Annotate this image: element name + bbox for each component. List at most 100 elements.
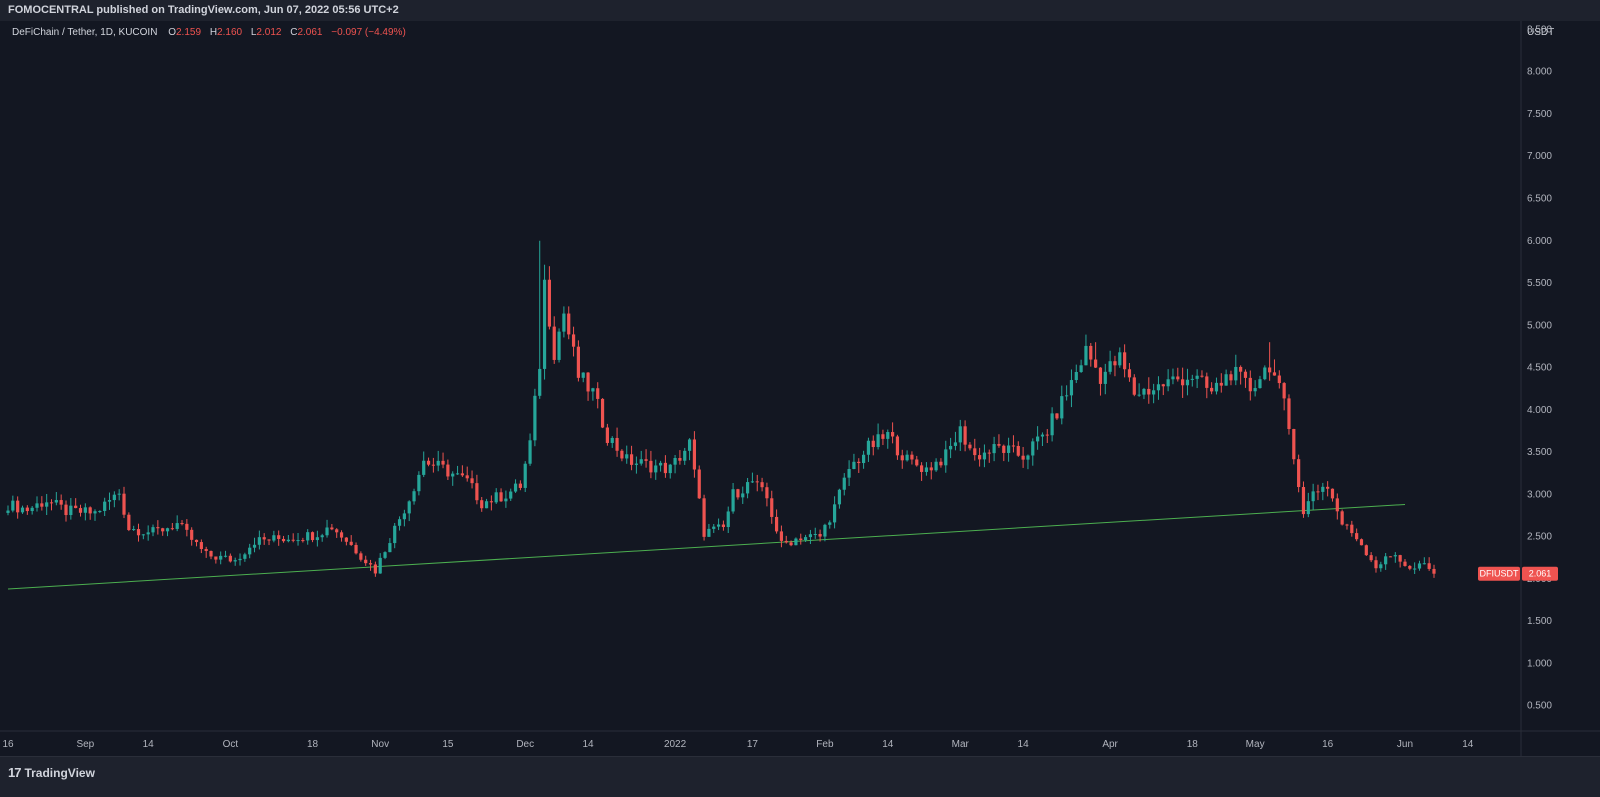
candle-body	[1374, 560, 1378, 569]
tradingview-logo[interactable]: 17 TradingView	[8, 765, 95, 780]
candle-body	[542, 279, 547, 369]
candle-down	[1282, 382, 1286, 411]
candle-body	[513, 483, 518, 492]
candle-body	[204, 549, 208, 552]
candle-body	[1171, 376, 1175, 380]
candle-body	[837, 489, 842, 505]
candle-body	[610, 437, 614, 443]
candle-up	[852, 453, 856, 470]
time-tick-label: 14	[1462, 739, 1474, 750]
candle-down	[765, 482, 769, 507]
candle-up	[828, 520, 832, 529]
candle-down	[1374, 556, 1378, 573]
candle-body	[359, 553, 363, 560]
candle-body	[1166, 379, 1170, 387]
candle-up	[494, 488, 498, 504]
publish-info: FOMOCENTRAL published on TradingView.com…	[8, 4, 399, 16]
candle-down	[368, 559, 373, 571]
candle-body	[209, 551, 213, 557]
candle-down	[1272, 359, 1277, 376]
chart-background	[0, 21, 1600, 756]
candle-down	[1355, 528, 1359, 542]
candle-up	[1103, 363, 1107, 395]
candle-up	[924, 462, 929, 476]
candle-down	[571, 326, 576, 357]
candle-down	[576, 340, 580, 382]
candle-down	[1243, 369, 1248, 388]
legend-close-value: 2.061	[297, 27, 322, 38]
candle-body	[1103, 371, 1107, 384]
candle-body	[315, 537, 319, 541]
candle-body	[1036, 436, 1040, 442]
candle-up	[837, 488, 842, 509]
candle-up	[1108, 350, 1112, 375]
candle-down	[441, 452, 445, 469]
candle-body	[760, 482, 764, 488]
time-tick-label: 14	[143, 739, 155, 750]
time-tick-label: May	[1246, 739, 1265, 750]
candle-down	[857, 458, 861, 473]
candle-body	[1427, 563, 1431, 569]
candle-body	[412, 491, 416, 502]
candle-body	[136, 529, 141, 536]
candle-up	[658, 460, 663, 472]
candle-up	[132, 525, 136, 531]
candle-body	[272, 535, 276, 541]
candle-down	[910, 451, 914, 465]
candle-down	[170, 522, 174, 531]
candle-down	[1248, 370, 1252, 401]
candle-up	[455, 465, 460, 475]
candle-body	[219, 555, 223, 560]
candle-body	[1079, 365, 1083, 372]
candle-up	[1084, 334, 1088, 366]
time-tick-label: 14	[1018, 739, 1030, 750]
candle-down	[818, 529, 822, 542]
candle-body	[692, 439, 697, 470]
time-tick-label: 2022	[664, 739, 687, 750]
candle-body	[953, 442, 958, 446]
candle-up	[378, 553, 382, 574]
candle-body	[939, 461, 943, 466]
time-tick-label: Nov	[371, 739, 389, 750]
candle-down	[644, 449, 648, 468]
candle-body	[857, 461, 861, 464]
candle-down	[1132, 374, 1136, 397]
candle-up	[509, 488, 513, 501]
candle-body	[1359, 539, 1364, 546]
candle-body	[1137, 394, 1141, 396]
time-tick-label: 18	[1187, 739, 1199, 750]
candle-down	[702, 494, 706, 541]
candle-down	[470, 470, 474, 489]
candle-up	[542, 264, 547, 380]
candle-body	[518, 483, 522, 488]
candle-down	[784, 535, 788, 544]
candle-up	[1060, 385, 1064, 425]
candle-down	[431, 457, 435, 473]
time-axis[interactable]: 16 Sep 14 Oct 18 Nov 15 Dec 14 2022 17 Feb 14 Mar 14 Ap…	[2, 739, 1473, 750]
candlestick-chart[interactable]: USDT DeFiChain / Tether, 1D, KUCOIN O2.1…	[0, 21, 1600, 756]
candle-down	[1127, 363, 1132, 382]
candle-body	[1379, 564, 1383, 569]
candle-body	[963, 426, 967, 445]
candle-body	[1065, 395, 1069, 397]
candle-body	[1205, 376, 1209, 388]
candle-down	[156, 520, 160, 535]
legend-open-value: 2.159	[176, 27, 201, 38]
chart-area[interactable]: USDT DeFiChain / Tether, 1D, KUCOIN O2.1…	[0, 21, 1600, 756]
candle-body	[1007, 445, 1011, 453]
candle-body	[199, 542, 203, 550]
candle-up	[707, 523, 711, 537]
candle-up	[745, 477, 750, 499]
candle-body	[170, 528, 174, 530]
candle-body	[112, 494, 116, 501]
candle-body	[629, 454, 634, 465]
candle-down	[59, 494, 63, 510]
candle-up	[1074, 364, 1078, 384]
candle-down	[446, 459, 450, 480]
candle-body	[1306, 501, 1310, 515]
candle-down	[1181, 367, 1185, 398]
candle-down	[605, 423, 609, 446]
support-trendline[interactable]	[7, 503, 1406, 590]
candle-up	[1007, 437, 1011, 462]
candle-down	[547, 266, 551, 330]
